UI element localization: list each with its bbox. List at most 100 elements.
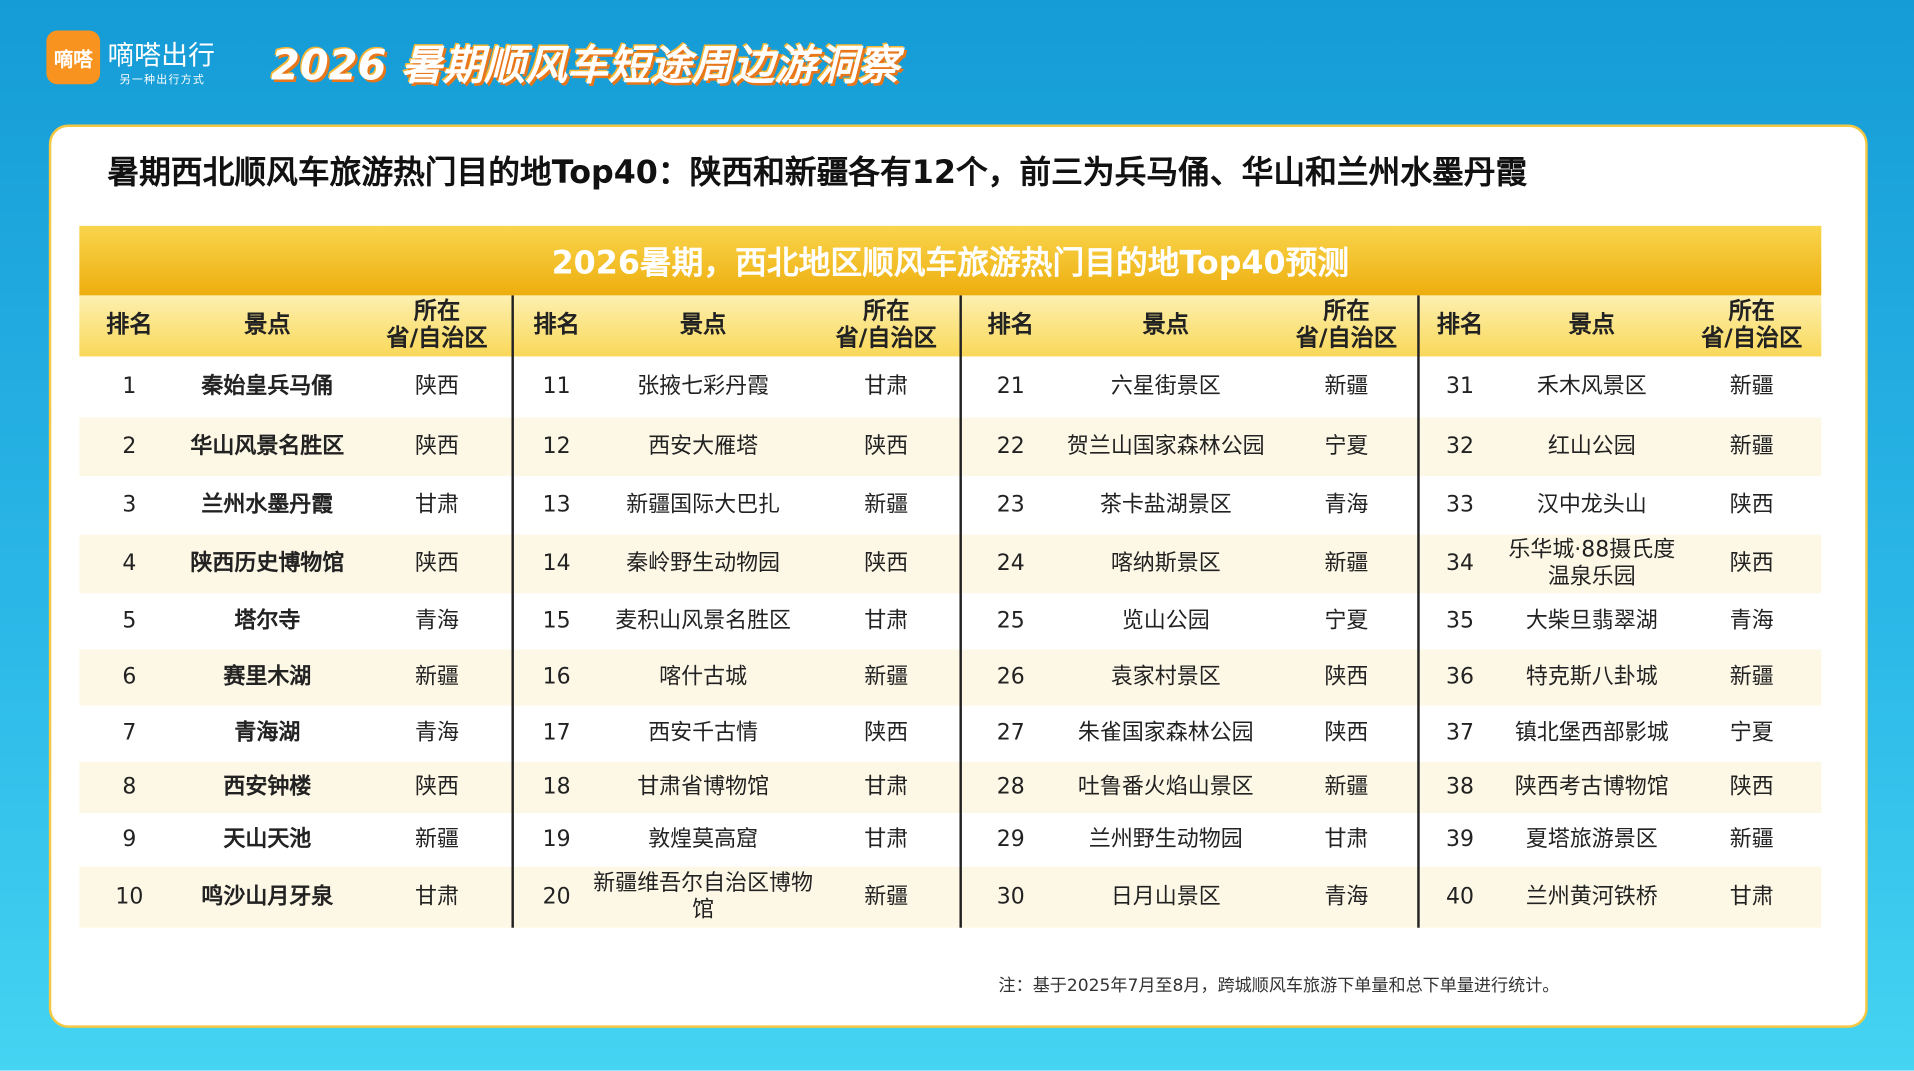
province: 新疆	[1324, 550, 1369, 576]
rank: 37	[1445, 719, 1474, 746]
province: 陕西	[1729, 491, 1774, 518]
province: 新疆	[864, 491, 909, 518]
brand: 嘀嗒出行	[107, 41, 215, 73]
rank: 23	[996, 491, 1025, 518]
attraction: 麦积山风景名胜区	[615, 607, 792, 634]
province: 新疆	[1729, 663, 1774, 690]
row-shade	[79, 649, 1822, 706]
column-header: 排名	[106, 311, 153, 339]
attraction: 华山风景名胜区	[190, 433, 345, 459]
rank: 26	[996, 663, 1025, 690]
province: 陕西	[1324, 663, 1369, 690]
attraction: 喀纳斯景区	[1110, 550, 1221, 576]
province: 新疆	[415, 663, 459, 690]
attraction: 敦煌莫高窟	[648, 826, 759, 852]
rank: 10	[115, 883, 144, 910]
province: 甘肃	[864, 373, 909, 399]
province: 新疆	[1729, 373, 1774, 399]
rank: 28	[996, 773, 1025, 800]
province: 陕西	[1729, 550, 1774, 576]
rank: 24	[996, 550, 1025, 576]
rank: 21	[996, 373, 1025, 399]
rank: 32	[1445, 433, 1474, 459]
province: 甘肃	[1729, 883, 1774, 910]
rank: 31	[1445, 373, 1474, 399]
column-header: 所在 省/自治区	[1701, 298, 1803, 352]
attraction: 红山公园	[1547, 433, 1636, 459]
province: 新疆	[864, 663, 909, 690]
attraction: 日月山景区	[1110, 883, 1221, 910]
attraction: 秦岭野生动物园	[626, 550, 781, 576]
province: 陕西	[415, 433, 459, 459]
rank: 4	[122, 550, 137, 576]
province: 新疆	[864, 883, 909, 910]
row-shade	[79, 761, 1822, 813]
province: 陕西	[1729, 773, 1774, 800]
rank: 16	[542, 663, 571, 690]
page-title: 2026 暑期顺风车短途周边游洞察	[270, 41, 900, 91]
rank: 29	[996, 826, 1025, 852]
row-shade	[79, 534, 1822, 594]
rank: 19	[542, 826, 571, 852]
attraction: 兰州黄河铁桥	[1525, 883, 1658, 910]
column-header: 景点	[679, 311, 727, 339]
attraction: 赛里木湖	[223, 663, 312, 690]
province: 青海	[1324, 491, 1369, 518]
divider	[511, 295, 514, 928]
rank: 5	[122, 607, 137, 634]
column-header: 景点	[1142, 311, 1189, 339]
attraction: 镇北堡西部影城	[1514, 719, 1669, 746]
province: 新疆	[415, 826, 459, 852]
province: 甘肃	[864, 773, 909, 800]
attraction: 青海湖	[234, 719, 301, 746]
rank: 14	[542, 550, 571, 576]
attraction: 鸣沙山月牙泉	[201, 883, 334, 910]
province: 甘肃	[415, 491, 459, 518]
note: 注：基于2025年7月至8月，跨城顺风车旅游下单量和总下单量进行统计。	[998, 976, 1560, 997]
province: 陕西	[1324, 719, 1369, 746]
rank: 7	[122, 719, 137, 746]
attraction: 大柴旦翡翠湖	[1525, 607, 1658, 634]
row-shade	[79, 866, 1822, 928]
province: 甘肃	[864, 826, 909, 852]
attraction: 汉中龙头山	[1536, 491, 1647, 518]
province: 陕西	[864, 719, 909, 746]
province: 青海	[1729, 607, 1774, 634]
rank: 6	[122, 663, 137, 690]
attraction: 陕西考古博物馆	[1514, 773, 1669, 800]
column-header: 所在 省/自治区	[835, 298, 937, 352]
rank: 9	[122, 826, 137, 852]
heading: 暑期西北顺风车旅游热门目的地Top40：陕西和新疆各有12个，前三为兵马俑、华山…	[107, 155, 1528, 192]
rank: 13	[542, 491, 571, 518]
rank: 2	[122, 433, 137, 459]
attraction: 喀什古城	[659, 663, 748, 690]
province: 宁夏	[1324, 607, 1369, 634]
attraction: 禾木风景区	[1536, 373, 1647, 399]
province: 青海	[415, 607, 459, 634]
rank: 35	[1445, 607, 1474, 634]
column-header: 排名	[987, 311, 1034, 339]
province: 青海	[415, 719, 459, 746]
province: 陕西	[415, 550, 459, 576]
attraction: 夏塔旅游景区	[1525, 826, 1658, 852]
attraction: 陕西历史博物馆	[190, 550, 345, 576]
rank: 38	[1445, 773, 1474, 800]
logo: 嘀嗒	[46, 30, 101, 85]
attraction: 吐鲁番火焰山景区	[1077, 773, 1254, 800]
column-header: 景点	[244, 311, 291, 339]
province: 宁夏	[1324, 433, 1369, 459]
attraction: 兰州野生动物园	[1088, 826, 1243, 852]
rank: 8	[122, 773, 137, 800]
rank: 3	[122, 491, 137, 518]
attraction: 新疆国际大巴扎	[626, 491, 781, 518]
rank: 36	[1445, 663, 1474, 690]
attraction: 西安千古情	[648, 719, 759, 746]
header-row	[79, 295, 1822, 357]
column-header: 景点	[1568, 311, 1615, 339]
province: 陕西	[415, 773, 459, 800]
rank: 20	[542, 883, 571, 910]
rank: 33	[1445, 491, 1474, 518]
province: 陕西	[415, 373, 459, 399]
table-title: 2026暑期，西北地区顺风车旅游热门目的地Top40预测	[79, 225, 1822, 296]
